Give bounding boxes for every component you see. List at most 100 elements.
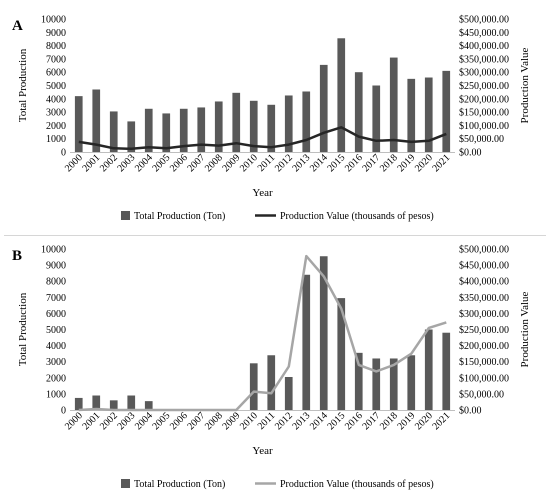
bar-2000 [74,397,83,410]
y2-tick-label: $250,000.00 [459,81,509,92]
bar-2011 [267,104,276,152]
x-tick-label: 2013 [290,152,312,174]
x-tick-label: 2006 [168,152,190,174]
bar-2006 [179,108,188,152]
x-tick-label: 2009 [220,152,242,174]
y2-tick-label: $350,000.00 [459,293,509,304]
x-tick-label: 2014 [308,410,330,432]
x-tick-label: 2003 [115,152,137,174]
panel-divider [4,235,546,236]
y2-tick-label: $300,000.00 [459,68,509,79]
y2-tick-label: $0.00 [459,148,482,159]
x-tick-label: 2006 [168,410,190,432]
bar-2002 [109,400,118,410]
y-tick-label: 2000 [46,121,66,132]
y2-tick-label: $500,000.00 [459,245,509,256]
bar-2016 [354,352,363,410]
legend-swatch-bar [121,479,130,488]
x-tick-label: 2019 [395,410,417,432]
y-axis-title: Total Production [17,48,29,122]
legend-label-line: Production Value (thousands of pesos) [280,211,434,222]
y-tick-label: 5000 [46,81,66,92]
bar-2005 [162,113,171,152]
y2-axis-title: Production Value [519,47,531,123]
y-tick-label: 0 [61,148,66,159]
x-tick-label: 2001 [80,152,102,174]
x-tick-label: 2015 [325,152,347,174]
x-tick-label: 2008 [203,410,225,432]
x-tick-label: 2007 [185,410,207,432]
x-tick-label: 2015 [325,410,347,432]
bar-2014 [319,256,328,410]
x-tick-label: 2004 [133,152,155,174]
x-tick-label: 2010 [238,410,260,432]
bar-2010 [249,363,258,410]
x-tick-label: 2003 [115,410,137,432]
chart-a-svg: A 0 1000 2000 3000 4000 5000 6000 7000 8000 9000 10… [12,15,531,223]
y2-tick-label: $350,000.00 [459,54,509,65]
bar-2007 [197,107,206,152]
y2-tick-label: $300,000.00 [459,309,509,320]
bar-2017 [372,85,381,152]
y-tick-label: 7000 [46,293,66,304]
y-tick-label: 9000 [46,28,66,39]
bar-2008 [214,101,223,152]
x-tick-label: 2018 [378,410,400,432]
bar-2013 [302,91,311,152]
y-tick-label: 5000 [46,325,66,336]
y-tick-label: 3000 [46,357,66,368]
y-tick-label: 3000 [46,108,66,119]
y-tick-label: 4000 [46,341,66,352]
y-axis-title: Total Production [17,292,29,366]
bar-2013 [302,274,311,410]
x-tick-label: 2017 [360,410,382,432]
y-tick-label: 1000 [46,389,66,400]
bar-2015 [337,298,346,410]
x-tick-label: 2008 [203,152,225,174]
bar-2004 [144,401,153,410]
bar-2015 [337,38,346,152]
legend-label-line: Production Value (thousands of pesos) [280,479,434,490]
bar-2003 [127,395,136,410]
line-production-value [78,254,447,412]
y2-tick-label: $250,000.00 [459,325,509,336]
y-tick-label: 10000 [41,15,66,26]
bar-2021 [442,332,451,410]
legend-swatch-bar [121,211,130,220]
y2-tick-label: $100,000.00 [459,121,509,132]
y-tick-label: 8000 [46,277,66,288]
bar-2003 [127,121,136,152]
x-tick-label: 2001 [80,410,102,432]
y-tick-label: 6000 [46,309,66,320]
bar-2020 [424,329,433,410]
chart-panel-a: A 0 1000 2000 3000 4000 5000 6000 7000 8000 9000 10… [0,0,550,232]
bar-2012 [284,376,293,410]
line-production-value [78,126,447,151]
y-tick-label: 6000 [46,68,66,79]
bar-2000 [74,96,83,152]
y2-tick-label: $450,000.00 [459,261,509,272]
x-tick-label: 2004 [133,410,155,432]
x-tick-label: 2017 [360,152,382,174]
x-tick-label: 2014 [308,152,330,174]
x-tick-label: 2000 [63,152,85,174]
bar-2019 [407,78,416,152]
bar-2002 [109,111,118,152]
y2-tick-label: $450,000.00 [459,28,509,39]
bar-2021 [442,70,451,152]
x-axis-title: Year [252,445,273,457]
y2-tick-label: $100,000.00 [459,373,509,384]
y2-tick-label: $500,000.00 [459,15,509,26]
y2-tick-label: $50,000.00 [459,389,504,400]
x-tick-label: 2013 [290,410,312,432]
bar-2011 [267,355,276,410]
bar-2020 [424,77,433,152]
x-tick-label: 2016 [343,410,365,432]
x-tick-label: 2010 [238,152,260,174]
x-tick-label: 2020 [413,152,435,174]
x-tick-label: 2016 [343,152,365,174]
x-tick-label: 2021 [430,152,452,174]
y2-tick-label: $200,000.00 [459,341,509,352]
y-tick-label: 2000 [46,373,66,384]
